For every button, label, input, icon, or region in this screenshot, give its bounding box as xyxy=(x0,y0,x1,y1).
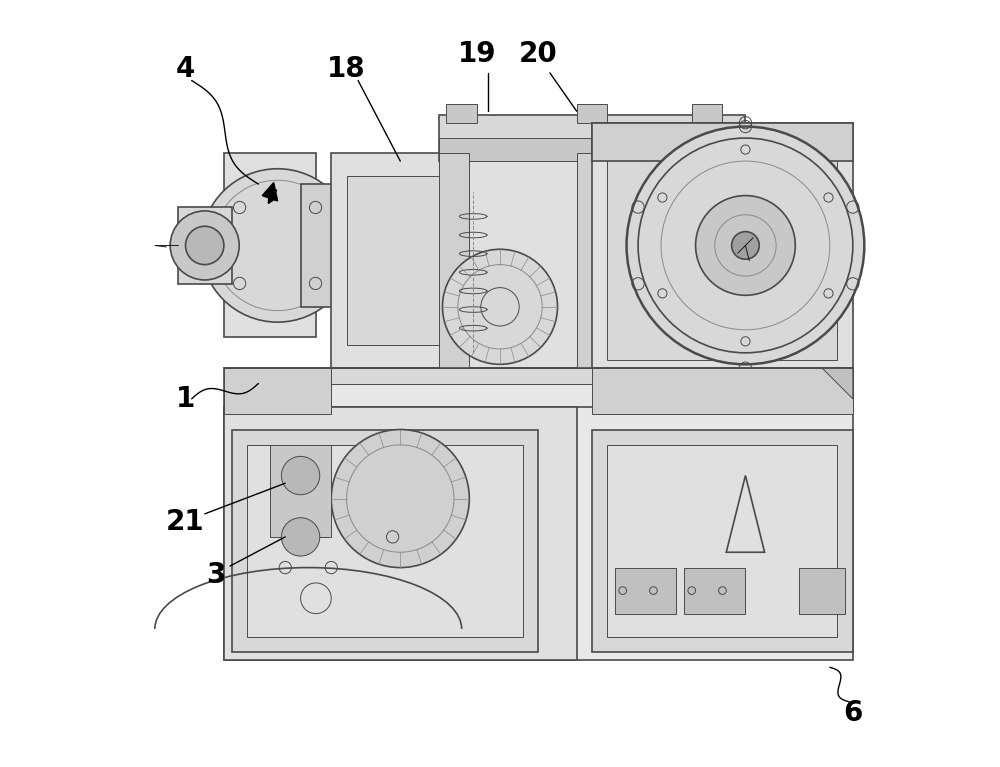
Text: 18: 18 xyxy=(327,55,366,83)
Circle shape xyxy=(170,211,239,280)
Polygon shape xyxy=(592,368,853,414)
Bar xyxy=(439,138,745,161)
Bar xyxy=(439,153,469,368)
Text: 1: 1 xyxy=(176,385,195,413)
Bar xyxy=(347,176,454,345)
Text: 21: 21 xyxy=(166,508,205,535)
Bar xyxy=(270,445,331,537)
Bar xyxy=(178,207,232,284)
Polygon shape xyxy=(224,368,331,414)
Circle shape xyxy=(201,169,354,322)
Bar xyxy=(684,568,745,614)
Bar xyxy=(301,184,347,307)
Bar xyxy=(592,430,853,652)
Polygon shape xyxy=(262,183,278,201)
Bar xyxy=(232,430,538,652)
Circle shape xyxy=(732,232,759,259)
Bar xyxy=(224,153,316,337)
Bar xyxy=(224,368,853,414)
Bar xyxy=(577,104,607,123)
Bar xyxy=(607,146,837,360)
Text: 4: 4 xyxy=(176,55,195,83)
Circle shape xyxy=(331,430,469,568)
Bar xyxy=(439,115,745,161)
Polygon shape xyxy=(822,368,853,399)
Bar xyxy=(224,407,853,660)
Bar xyxy=(331,153,592,368)
Circle shape xyxy=(281,456,320,495)
Circle shape xyxy=(281,518,320,556)
Bar xyxy=(692,104,722,123)
Bar xyxy=(224,407,577,660)
Bar xyxy=(607,445,837,637)
Bar xyxy=(592,123,853,368)
Circle shape xyxy=(442,249,558,364)
Bar xyxy=(577,153,607,368)
Circle shape xyxy=(627,127,864,364)
Circle shape xyxy=(186,226,224,265)
Text: 3: 3 xyxy=(207,561,226,589)
Bar xyxy=(224,368,853,384)
Bar xyxy=(247,445,523,637)
Bar xyxy=(799,568,845,614)
Circle shape xyxy=(696,196,795,295)
Bar xyxy=(446,104,477,123)
Text: 6: 6 xyxy=(843,700,863,727)
Text: 20: 20 xyxy=(519,40,558,67)
Text: 19: 19 xyxy=(458,40,496,67)
Bar xyxy=(592,123,853,161)
Bar xyxy=(615,568,676,614)
